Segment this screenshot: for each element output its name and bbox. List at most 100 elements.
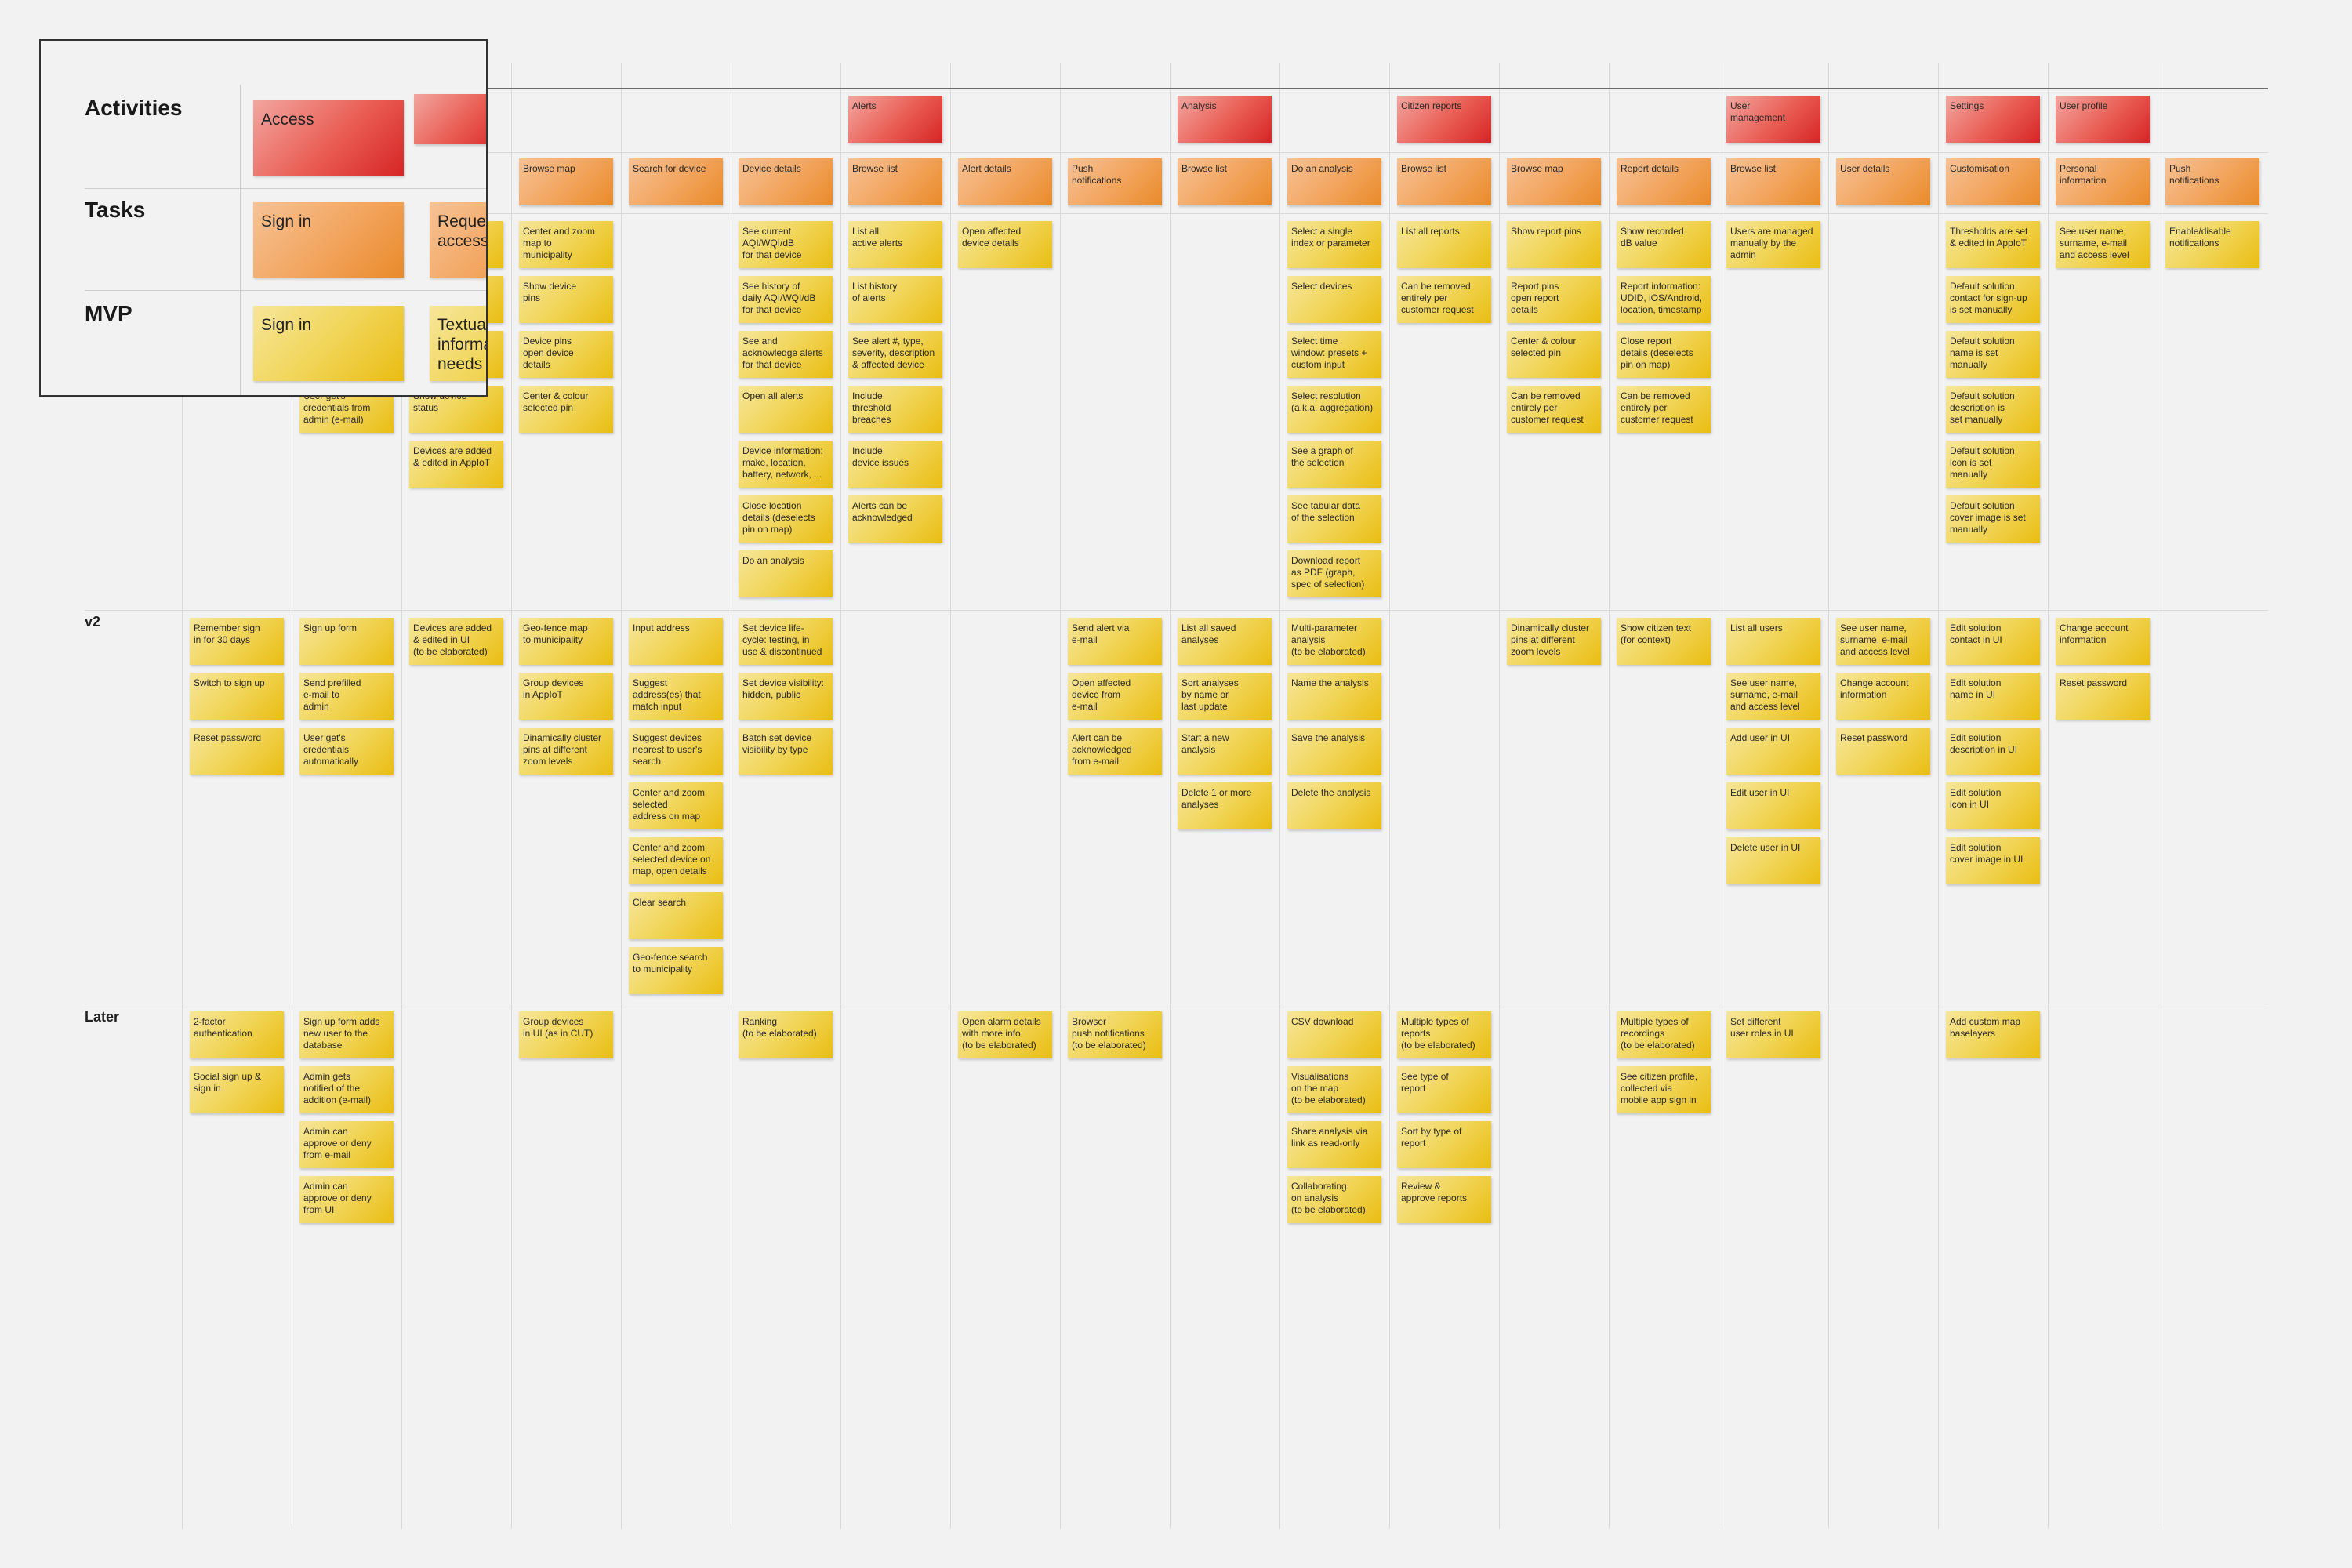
mvp-story-card[interactable]: Device pins open device details bbox=[519, 331, 613, 378]
activity-card[interactable]: Analysis bbox=[1178, 96, 1272, 143]
task-card[interactable]: Browse map bbox=[519, 158, 613, 205]
legend-story-note[interactable]: Sign in bbox=[253, 306, 404, 381]
v2-story-card[interactable]: Edit solution contact in UI bbox=[1946, 618, 2040, 665]
mvp-story-card[interactable]: Close report details (deselects pin on m… bbox=[1617, 331, 1711, 378]
mvp-story-card[interactable]: Default solution name is set manually bbox=[1946, 331, 2040, 378]
v2-story-card[interactable]: Center and zoom selected device on map, … bbox=[629, 837, 723, 884]
v2-story-card[interactable]: Suggest devices nearest to user's search bbox=[629, 728, 723, 775]
mvp-story-card[interactable]: See alert #, type, severity, description… bbox=[848, 331, 942, 378]
later-story-card[interactable]: See citizen profile, collected via mobil… bbox=[1617, 1066, 1711, 1113]
task-card[interactable]: Browse map bbox=[1507, 158, 1601, 205]
mvp-story-card[interactable]: See current AQI/WQI/dB for that device bbox=[739, 221, 833, 268]
v2-story-card[interactable]: Geo-fence map to municipality bbox=[519, 618, 613, 665]
mvp-story-card[interactable]: List history of alerts bbox=[848, 276, 942, 323]
v2-story-card[interactable]: Show citizen text (for context) bbox=[1617, 618, 1711, 665]
mvp-story-card[interactable]: Open all alerts bbox=[739, 386, 833, 433]
mvp-story-card[interactable]: See a graph of the selection bbox=[1287, 441, 1381, 488]
v2-story-card[interactable]: Start a new analysis bbox=[1178, 728, 1272, 775]
task-card[interactable]: Browse list bbox=[1726, 158, 1820, 205]
later-story-card[interactable]: Group devices in UI (as in CUT) bbox=[519, 1011, 613, 1058]
activity-card[interactable]: Settings bbox=[1946, 96, 2040, 143]
later-story-card[interactable]: Social sign up & sign in bbox=[190, 1066, 284, 1113]
later-story-card[interactable]: Sort by type of report bbox=[1397, 1121, 1491, 1168]
v2-story-card[interactable]: Delete user in UI bbox=[1726, 837, 1820, 884]
mvp-story-card[interactable]: Report information: UDID, iOS/Android, l… bbox=[1617, 276, 1711, 323]
legend-task-note[interactable]: Sign in bbox=[253, 202, 404, 278]
task-card[interactable]: Do an analysis bbox=[1287, 158, 1381, 205]
later-story-card[interactable]: Admin can approve or deny from e-mail bbox=[299, 1121, 394, 1168]
mvp-story-card[interactable]: List all active alerts bbox=[848, 221, 942, 268]
v2-story-card[interactable]: Edit solution name in UI bbox=[1946, 673, 2040, 720]
mvp-story-card[interactable]: List all reports bbox=[1397, 221, 1491, 268]
v2-story-card[interactable]: Input address bbox=[629, 618, 723, 665]
mvp-story-card[interactable]: Can be removed entirely per customer req… bbox=[1397, 276, 1491, 323]
task-card[interactable]: Browse list bbox=[848, 158, 942, 205]
v2-story-card[interactable]: Reset password bbox=[1836, 728, 1930, 775]
v2-story-card[interactable]: Dinamically cluster pins at different zo… bbox=[519, 728, 613, 775]
mvp-story-card[interactable]: Download report as PDF (graph, spec of s… bbox=[1287, 550, 1381, 597]
v2-story-card[interactable]: Delete 1 or more analyses bbox=[1178, 782, 1272, 829]
later-story-card[interactable]: CSV download bbox=[1287, 1011, 1381, 1058]
v2-story-card[interactable]: See user name, surname, e-mail and acces… bbox=[1726, 673, 1820, 720]
task-card[interactable]: Report details bbox=[1617, 158, 1711, 205]
mvp-story-card[interactable]: Thresholds are set & edited in AppIoT bbox=[1946, 221, 2040, 268]
v2-story-card[interactable]: Name the analysis bbox=[1287, 673, 1381, 720]
later-story-card[interactable]: Browser push notifications (to be elabor… bbox=[1068, 1011, 1162, 1058]
mvp-story-card[interactable]: Center and zoom map to municipality bbox=[519, 221, 613, 268]
v2-story-card[interactable]: Set device visibility: hidden, public bbox=[739, 673, 833, 720]
v2-story-card[interactable]: Switch to sign up bbox=[190, 673, 284, 720]
mvp-story-card[interactable]: See tabular data of the selection bbox=[1287, 495, 1381, 543]
v2-story-card[interactable]: Reset password bbox=[2056, 673, 2150, 720]
mvp-story-card[interactable]: Default solution cover image is set manu… bbox=[1946, 495, 2040, 543]
mvp-story-card[interactable]: Center & colour selected pin bbox=[1507, 331, 1601, 378]
v2-story-card[interactable]: Open affected device from e-mail bbox=[1068, 673, 1162, 720]
v2-story-card[interactable]: Send prefilled e-mail to admin bbox=[299, 673, 394, 720]
mvp-story-card[interactable]: Default solution contact for sign-up is … bbox=[1946, 276, 2040, 323]
mvp-story-card[interactable]: Report pins open report details bbox=[1507, 276, 1601, 323]
v2-story-card[interactable]: Sort analyses by name or last update bbox=[1178, 673, 1272, 720]
mvp-story-card[interactable]: See history of daily AQI/WQI/dB for that… bbox=[739, 276, 833, 323]
v2-story-card[interactable]: See user name, surname, e-mail and acces… bbox=[1836, 618, 1930, 665]
later-story-card[interactable]: Share analysis via link as read-only bbox=[1287, 1121, 1381, 1168]
v2-story-card[interactable]: Set device life- cycle: testing, in use … bbox=[739, 618, 833, 665]
activity-card[interactable]: Citizen reports bbox=[1397, 96, 1491, 143]
v2-story-card[interactable]: Devices are added & edited in UI (to be … bbox=[409, 618, 503, 665]
legend-story-note[interactable]: Textual information needs to bbox=[430, 306, 486, 381]
v2-story-card[interactable]: Edit solution description in UI bbox=[1946, 728, 2040, 775]
mvp-story-card[interactable]: Close location details (deselects pin on… bbox=[739, 495, 833, 543]
activity-card[interactable]: User profile bbox=[2056, 96, 2150, 143]
v2-story-card[interactable]: Change account information bbox=[2056, 618, 2150, 665]
task-card[interactable]: Device details bbox=[739, 158, 833, 205]
mvp-story-card[interactable]: Can be removed entirely per customer req… bbox=[1617, 386, 1711, 433]
v2-story-card[interactable]: Delete the analysis bbox=[1287, 782, 1381, 829]
v2-story-card[interactable]: Alert can be acknowledged from e-mail bbox=[1068, 728, 1162, 775]
later-story-card[interactable]: Admin gets notified of the addition (e-m… bbox=[299, 1066, 394, 1113]
mvp-story-card[interactable]: Select a single index or parameter bbox=[1287, 221, 1381, 268]
task-card[interactable]: Alert details bbox=[958, 158, 1052, 205]
later-story-card[interactable]: Collaborating on analysis (to be elabora… bbox=[1287, 1176, 1381, 1223]
task-card[interactable]: Search for device bbox=[629, 158, 723, 205]
later-story-card[interactable]: Review & approve reports bbox=[1397, 1176, 1491, 1223]
mvp-story-card[interactable]: Can be removed entirely per customer req… bbox=[1507, 386, 1601, 433]
task-card[interactable]: User details bbox=[1836, 158, 1930, 205]
task-card[interactable]: Browse list bbox=[1397, 158, 1491, 205]
later-story-card[interactable]: Ranking (to be elaborated) bbox=[739, 1011, 833, 1058]
mvp-story-card[interactable]: Show device pins bbox=[519, 276, 613, 323]
v2-story-card[interactable]: Edit user in UI bbox=[1726, 782, 1820, 829]
mvp-story-card[interactable]: Do an analysis bbox=[739, 550, 833, 597]
later-story-card[interactable]: Admin can approve or deny from UI bbox=[299, 1176, 394, 1223]
v2-story-card[interactable]: User get's credentials automatically bbox=[299, 728, 394, 775]
later-story-card[interactable]: Visualisations on the map (to be elabora… bbox=[1287, 1066, 1381, 1113]
mvp-story-card[interactable]: Show report pins bbox=[1507, 221, 1601, 268]
legend-task-note[interactable]: Request access bbox=[430, 202, 486, 278]
mvp-story-card[interactable]: Enable/disable notifications bbox=[2165, 221, 2259, 268]
activity-card[interactable]: User management bbox=[1726, 96, 1820, 143]
later-story-card[interactable]: Add custom map baselayers bbox=[1946, 1011, 2040, 1058]
mvp-story-card[interactable]: Select devices bbox=[1287, 276, 1381, 323]
v2-story-card[interactable]: Group devices in AppIoT bbox=[519, 673, 613, 720]
mvp-story-card[interactable]: Alerts can be acknowledged bbox=[848, 495, 942, 543]
mvp-story-card[interactable]: Devices are added & edited in AppIoT bbox=[409, 441, 503, 488]
v2-story-card[interactable]: Reset password bbox=[190, 728, 284, 775]
v2-story-card[interactable]: Sign up form bbox=[299, 618, 394, 665]
v2-story-card[interactable]: Send alert via e-mail bbox=[1068, 618, 1162, 665]
